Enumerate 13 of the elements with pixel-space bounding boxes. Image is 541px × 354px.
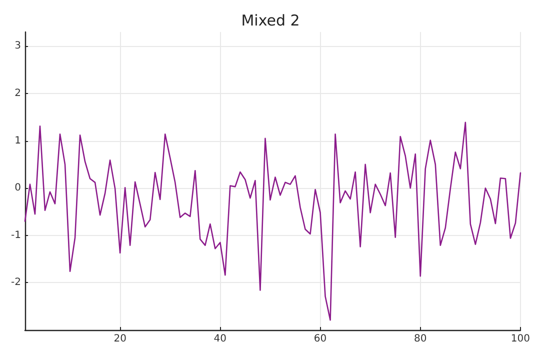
y-tick-label: -1 — [10, 230, 21, 241]
x-tick-label: 80 — [414, 334, 427, 344]
chart-title: Mixed 2 — [241, 12, 300, 30]
y-tick-label: -2 — [10, 277, 21, 288]
y-tick-label: 1 — [14, 135, 21, 146]
x-tick-label: 20 — [114, 334, 126, 344]
line-series — [24, 122, 522, 321]
x-tick-label: 60 — [314, 334, 327, 344]
y-tick-label: 0 — [14, 182, 21, 194]
y-tick-label: 3 — [14, 40, 21, 52]
y-tick-label: 2 — [14, 88, 21, 99]
x-tick-label: 100 — [510, 334, 530, 344]
x-tick-label: 40 — [214, 334, 227, 344]
